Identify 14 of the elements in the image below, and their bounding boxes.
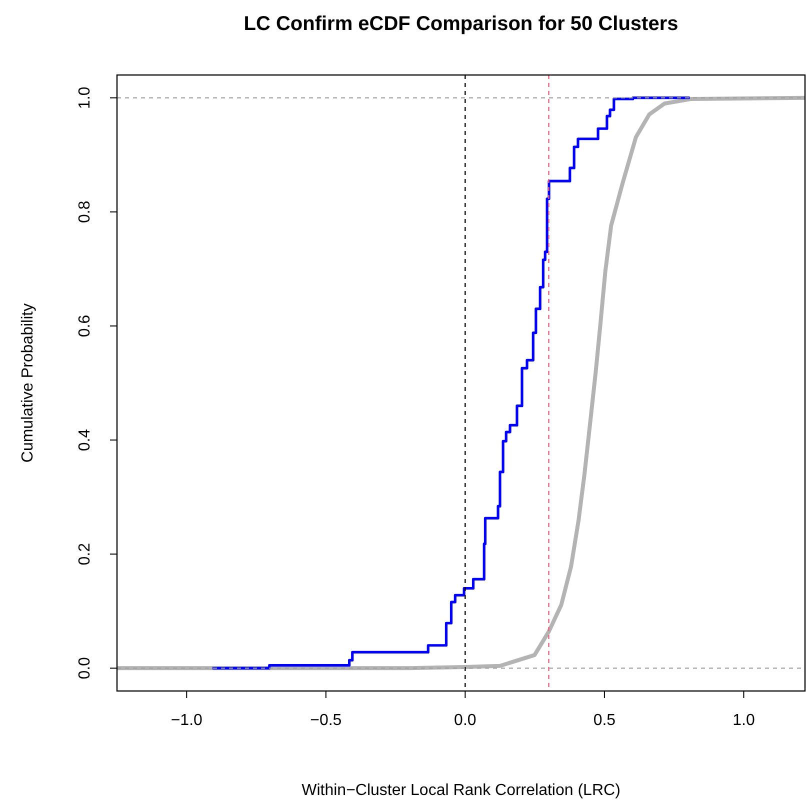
x-tick-label: −1.0 (170, 712, 203, 729)
x-tick-label: −0.5 (310, 712, 342, 729)
x-tick-label: 0.0 (454, 712, 476, 729)
y-tick-label: 0.2 (76, 542, 94, 566)
y-axis-title: Cumulative Probability (20, 303, 36, 463)
y-tick-label: 1.0 (76, 86, 94, 109)
x-tick-label: 1.0 (732, 712, 755, 729)
x-tick-label: 0.5 (593, 712, 616, 729)
y-tick-label: 0.6 (76, 314, 94, 338)
x-axis-title: Within−Cluster Local Rank Correlation (LRC) (302, 782, 620, 799)
y-tick-label: 0.0 (76, 656, 94, 680)
chart-title: LC Confirm eCDF Comparison for 50 Clusters (244, 13, 678, 35)
y-tick-label: 0.4 (76, 428, 94, 452)
y-tick-label: 0.8 (76, 200, 94, 224)
